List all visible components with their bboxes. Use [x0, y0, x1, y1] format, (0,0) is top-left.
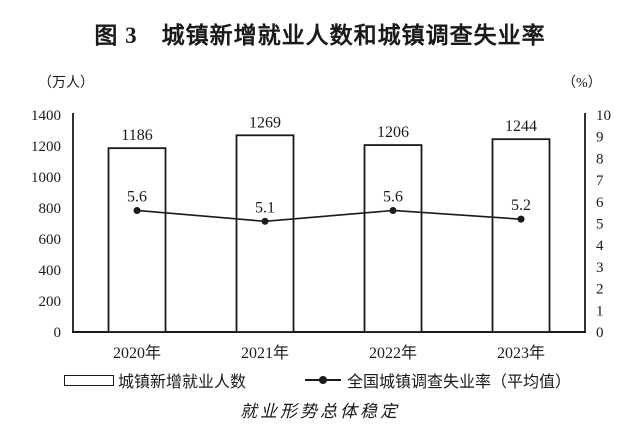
right-axis-tick-label: 3: [596, 260, 604, 276]
right-axis-tick-label: 8: [596, 151, 604, 167]
right-axis-tick-label: 5: [596, 217, 604, 233]
left-axis-tick-label: 400: [39, 263, 62, 279]
bar: [107, 147, 167, 333]
bar-value-label: 1186: [121, 127, 152, 144]
legend-bar-label: 城镇新增就业人数: [118, 374, 247, 391]
category-label: 2021年: [241, 344, 289, 362]
left-axis-tick-label: 200: [39, 294, 62, 310]
right-axis-tick-label: 9: [596, 130, 604, 146]
left-axis-tick-label: 1400: [31, 108, 61, 124]
right-axis-tick-label: 6: [596, 195, 604, 211]
left-axis-tick-label: 1000: [31, 170, 61, 186]
bar-value-label: 1206: [377, 124, 409, 141]
right-axis-tick-label: 1: [596, 303, 604, 319]
line-marker: [261, 217, 269, 225]
right-axis-tick-label: 2: [596, 282, 604, 298]
line-marker: [133, 206, 141, 214]
left-axis-tick-label: 800: [39, 201, 62, 217]
line-marker-dot-icon: [319, 376, 327, 384]
right-axis-tick-label: 7: [596, 173, 604, 189]
legend: 城镇新增就业人数 全国城镇调查失业率（平均值）: [0, 368, 640, 392]
bar-swatch-icon: [64, 374, 114, 386]
bar-value-label: 1269: [249, 114, 281, 131]
category-label: 2023年: [497, 344, 545, 362]
category-label: 2020年: [113, 344, 161, 362]
right-axis-tick-label: 0: [596, 325, 604, 341]
right-axis-unit-label: （%）: [562, 76, 602, 91]
line-swatch-icon: [305, 376, 341, 384]
legend-item-line: 全国城镇调查失业率（平均值）: [305, 368, 571, 392]
bar-value-label: 1244: [505, 118, 537, 135]
left-axis-tick-label: 600: [39, 232, 62, 248]
line-value-label: 5.2: [511, 197, 531, 214]
right-axis-tick-label: 4: [596, 238, 604, 254]
category-label: 2022年: [369, 344, 417, 362]
line-value-label: 5.6: [127, 188, 147, 205]
left-axis-tick-label: 1200: [31, 139, 61, 155]
figure-title: 图 3 城镇新增就业人数和城镇调查失业率: [94, 23, 546, 48]
left-axis-tick-label: 0: [54, 325, 62, 341]
legend-item-bar: 城镇新增就业人数: [64, 368, 246, 392]
bar: [491, 138, 551, 333]
bar: [235, 134, 295, 333]
bar: [363, 144, 423, 333]
line-marker: [389, 206, 397, 214]
line-value-label: 5.1: [255, 199, 275, 216]
line-marker: [517, 215, 525, 223]
left-axis-unit-label: （万人）: [38, 76, 94, 91]
figure-caption: 就业形势总体稳定: [240, 402, 400, 421]
line-value-label: 5.6: [383, 188, 403, 205]
right-axis-tick-label: 10: [596, 108, 611, 124]
legend-line-label: 全国城镇调查失业率（平均值）: [347, 374, 572, 391]
unemployment-rate-line: [136, 209, 522, 223]
